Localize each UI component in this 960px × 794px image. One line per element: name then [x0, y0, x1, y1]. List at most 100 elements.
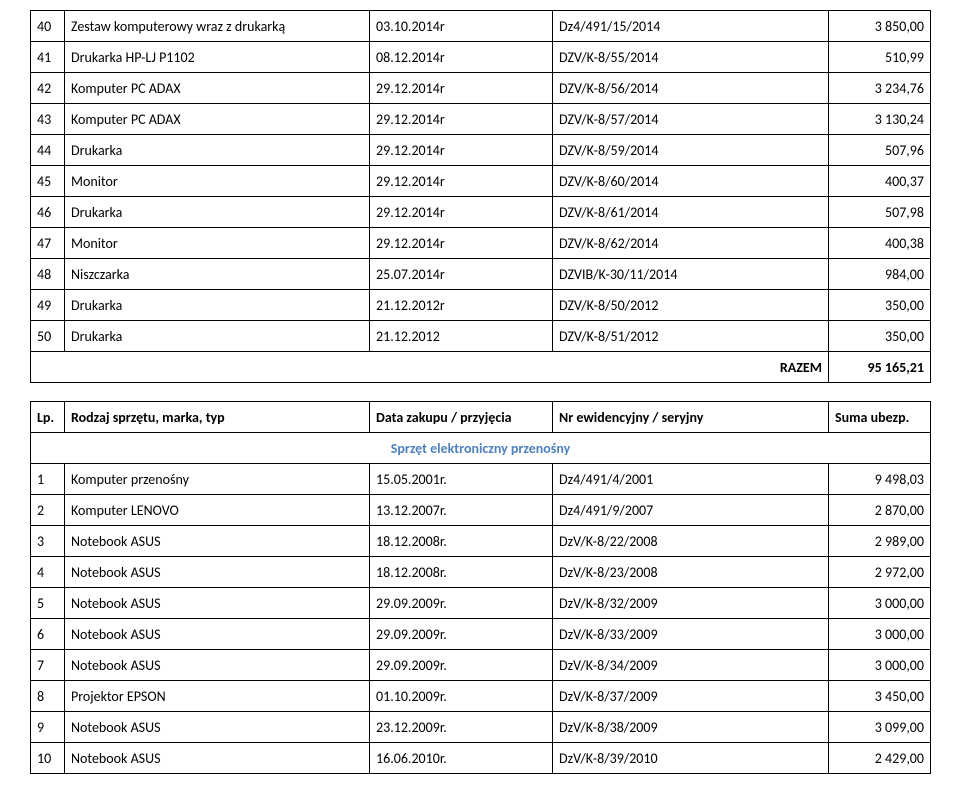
row-name: Monitor [65, 166, 370, 197]
row-number: 9 [31, 712, 65, 743]
row-date: 29.09.2009r. [370, 588, 553, 619]
row-date: 29.09.2009r. [370, 619, 553, 650]
row-number: 40 [31, 11, 65, 42]
row-name: Drukarka [65, 321, 370, 352]
row-name: Notebook ASUS [65, 650, 370, 681]
table-row: 45Monitor29.12.2014rDZV/K-8/60/2014400,3… [31, 166, 931, 197]
row-ref: Dz4/491/4/2001 [553, 464, 829, 495]
row-number: 4 [31, 557, 65, 588]
col-name: Rodzaj sprzętu, marka, typ [65, 402, 370, 433]
row-name: Notebook ASUS [65, 526, 370, 557]
row-name: Komputer przenośny [65, 464, 370, 495]
row-name: Notebook ASUS [65, 588, 370, 619]
table-row: 8Projektor EPSON01.10.2009r.DzV/K-8/37/2… [31, 681, 931, 712]
row-amount: 3 850,00 [829, 11, 931, 42]
row-ref: DzV/K-8/32/2009 [553, 588, 829, 619]
row-amount: 3 000,00 [829, 619, 931, 650]
table-row: 4Notebook ASUS18.12.2008r.DzV/K-8/23/200… [31, 557, 931, 588]
row-amount: 3 450,00 [829, 681, 931, 712]
row-ref: Dz4/491/15/2014 [553, 11, 829, 42]
row-name: Notebook ASUS [65, 712, 370, 743]
row-date: 29.12.2014r [370, 197, 553, 228]
row-ref: DZV/K-8/51/2012 [553, 321, 829, 352]
row-amount: 400,38 [829, 228, 931, 259]
row-date: 13.12.2007r. [370, 495, 553, 526]
row-date: 08.12.2014r [370, 42, 553, 73]
row-amount: 507,96 [829, 135, 931, 166]
col-date: Data zakupu / przyjęcia [370, 402, 553, 433]
row-amount: 3 234,76 [829, 73, 931, 104]
col-lp: Lp. [31, 402, 65, 433]
row-amount: 984,00 [829, 259, 931, 290]
row-date: 29.12.2014r [370, 228, 553, 259]
row-amount: 2 870,00 [829, 495, 931, 526]
row-name: Drukarka [65, 197, 370, 228]
table-row: 7Notebook ASUS29.09.2009r.DzV/K-8/34/200… [31, 650, 931, 681]
row-amount: 3 000,00 [829, 588, 931, 619]
row-number: 44 [31, 135, 65, 166]
row-ref: DzV/K-8/22/2008 [553, 526, 829, 557]
row-ref: DZV/K-8/60/2014 [553, 166, 829, 197]
table-row: 2Komputer LENOVO13.12.2007r.Dz4/491/9/20… [31, 495, 931, 526]
table-row: 41Drukarka HP-LJ P110208.12.2014rDZV/K-8… [31, 42, 931, 73]
row-ref: DzV/K-8/33/2009 [553, 619, 829, 650]
section-title-row: Sprzęt elektroniczny przenośny [31, 433, 931, 464]
row-ref: DZV/K-8/61/2014 [553, 197, 829, 228]
row-name: Notebook ASUS [65, 619, 370, 650]
row-number: 8 [31, 681, 65, 712]
row-name: Monitor [65, 228, 370, 259]
row-date: 21.12.2012 [370, 321, 553, 352]
row-ref: DzV/K-8/34/2009 [553, 650, 829, 681]
row-name: Komputer LENOVO [65, 495, 370, 526]
row-number: 3 [31, 526, 65, 557]
summary-label: RAZEM [31, 352, 829, 383]
row-number: 47 [31, 228, 65, 259]
row-number: 1 [31, 464, 65, 495]
row-amount: 2 989,00 [829, 526, 931, 557]
row-ref: Dz4/491/9/2007 [553, 495, 829, 526]
row-amount: 3 099,00 [829, 712, 931, 743]
row-date: 23.12.2009r. [370, 712, 553, 743]
row-amount: 9 498,03 [829, 464, 931, 495]
row-date: 16.06.2010r. [370, 743, 553, 774]
page: 40Zestaw komputerowy wraz z drukarką03.1… [0, 0, 960, 794]
col-ref: Nr ewidencyjny / seryjny [553, 402, 829, 433]
row-name: Notebook ASUS [65, 743, 370, 774]
row-name: Komputer PC ADAX [65, 104, 370, 135]
row-number: 10 [31, 743, 65, 774]
row-number: 2 [31, 495, 65, 526]
row-name: Drukarka HP-LJ P1102 [65, 42, 370, 73]
summary-row: RAZEM 95 165,21 [31, 352, 931, 383]
row-date: 15.05.2001r. [370, 464, 553, 495]
row-date: 21.12.2012r [370, 290, 553, 321]
row-amount: 3 130,24 [829, 104, 931, 135]
row-ref: DZV/K-8/57/2014 [553, 104, 829, 135]
table-row: 47Monitor29.12.2014rDZV/K-8/62/2014400,3… [31, 228, 931, 259]
row-ref: DZV/K-8/59/2014 [553, 135, 829, 166]
row-number: 42 [31, 73, 65, 104]
row-number: 6 [31, 619, 65, 650]
table-row: 49Drukarka21.12.2012rDZV/K-8/50/2012350,… [31, 290, 931, 321]
table2-header-row: Lp. Rodzaj sprzętu, marka, typ Data zaku… [31, 402, 931, 433]
row-date: 18.12.2008r. [370, 526, 553, 557]
table-row: 9Notebook ASUS23.12.2009r.DzV/K-8/38/200… [31, 712, 931, 743]
row-date: 29.12.2014r [370, 104, 553, 135]
table-row: 43Komputer PC ADAX29.12.2014rDZV/K-8/57/… [31, 104, 931, 135]
row-amount: 510,99 [829, 42, 931, 73]
row-date: 18.12.2008r. [370, 557, 553, 588]
row-name: Notebook ASUS [65, 557, 370, 588]
table-row: 42Komputer PC ADAX29.12.2014rDZV/K-8/56/… [31, 73, 931, 104]
row-ref: DzV/K-8/39/2010 [553, 743, 829, 774]
row-date: 03.10.2014r [370, 11, 553, 42]
table-row: 44Drukarka29.12.2014rDZV/K-8/59/2014507,… [31, 135, 931, 166]
row-amount: 2 429,00 [829, 743, 931, 774]
row-number: 7 [31, 650, 65, 681]
row-name: Drukarka [65, 135, 370, 166]
row-ref: DzV/K-8/37/2009 [553, 681, 829, 712]
table-row: 48Niszczarka25.07.2014rDZVIB/K-30/11/201… [31, 259, 931, 290]
table-row: 40Zestaw komputerowy wraz z drukarką03.1… [31, 11, 931, 42]
row-date: 01.10.2009r. [370, 681, 553, 712]
table-row: 1Komputer przenośny15.05.2001r.Dz4/491/4… [31, 464, 931, 495]
row-name: Niszczarka [65, 259, 370, 290]
table-row: 5Notebook ASUS29.09.2009r.DzV/K-8/32/200… [31, 588, 931, 619]
